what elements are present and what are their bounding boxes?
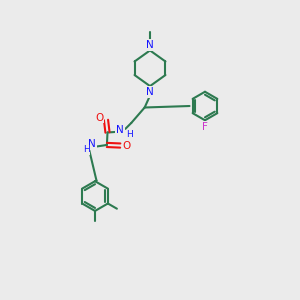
Text: O: O bbox=[95, 112, 104, 123]
Text: N: N bbox=[116, 125, 124, 135]
Text: F: F bbox=[202, 122, 208, 132]
Text: O: O bbox=[123, 140, 131, 151]
Text: H: H bbox=[83, 146, 89, 154]
Text: H: H bbox=[126, 130, 133, 139]
Text: N: N bbox=[146, 40, 154, 50]
Text: N: N bbox=[88, 139, 96, 149]
Text: N: N bbox=[146, 87, 154, 97]
